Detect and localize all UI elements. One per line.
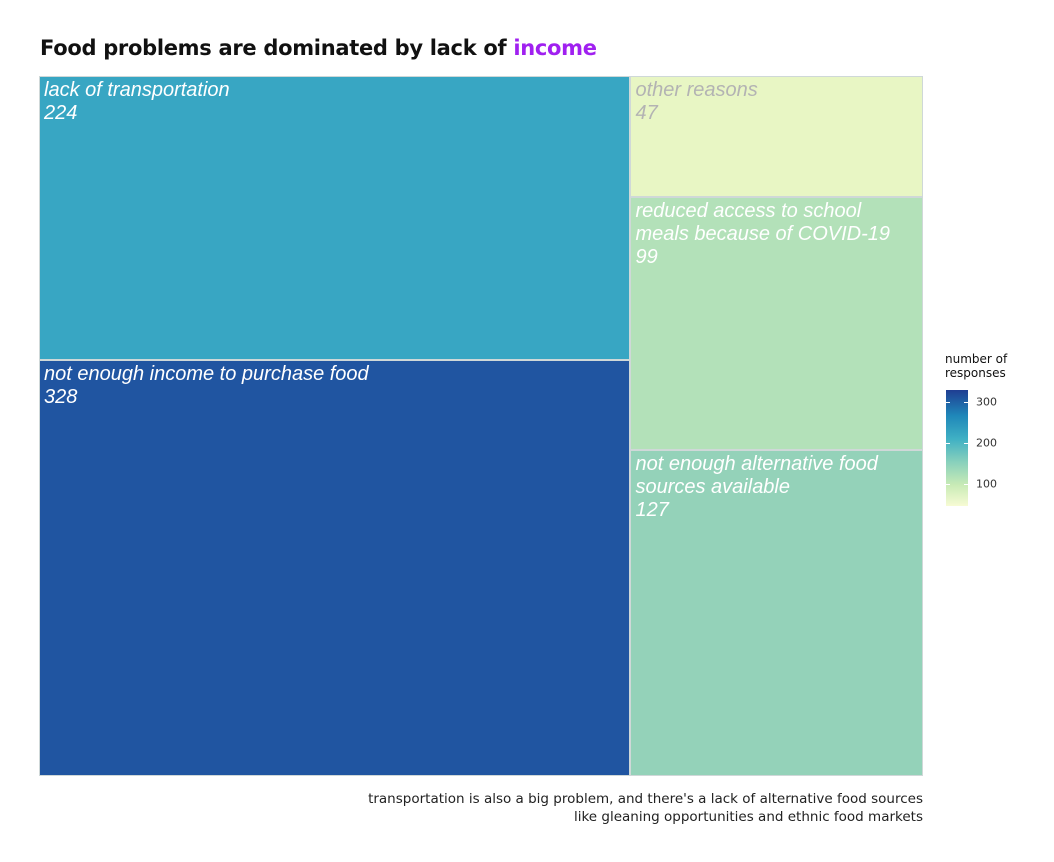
tile-category-label: not enough income to purchase food [44, 363, 369, 386]
tile-value-label: 328 [44, 386, 78, 409]
legend-tick-label: 300 [976, 395, 997, 409]
legend-title: number of responses [945, 352, 1008, 380]
caption-line-2: like gleaning opportunities and ethnic f… [573, 809, 923, 825]
tile-category-label: reduced access to school meals because o… [635, 199, 891, 245]
treemap-tile: lack of transportation 224 [39, 76, 631, 361]
chart-caption: transportation is also a big problem, an… [368, 790, 923, 826]
tile-value-label: 99 [635, 245, 658, 268]
treemap-tile: not enough alternative food sources avai… [630, 450, 923, 776]
treemap-plot: lack of transportation 224 not enough inco… [39, 76, 923, 776]
caption-line-1: transportation is also a big problem, an… [368, 791, 923, 807]
tile-label: other reasons 47 [635, 79, 918, 125]
treemap-tile: other reasons 47 [630, 76, 923, 197]
tile-label: lack of transportation 224 [44, 79, 625, 125]
tile-category-label: not enough alternative food sources avai… [635, 453, 878, 499]
color-legend: number of responses 100 200 300 [945, 352, 1015, 506]
title-highlight: income [513, 36, 597, 60]
tile-label: reduced access to school meals because o… [635, 200, 918, 269]
tile-category-label: other reasons [635, 79, 758, 101]
legend-tick-label: 200 [976, 436, 997, 450]
tile-label: not enough alternative food sources avai… [635, 453, 918, 522]
treemap-tile: not enough income to purchase food 328 [39, 360, 631, 776]
chart-title: Food problems are dominated by lack of i… [40, 36, 597, 60]
legend-tick-label: 100 [976, 477, 997, 491]
tile-value-label: 127 [635, 499, 669, 522]
title-prefix: Food problems are dominated by lack of [40, 36, 514, 60]
legend-colorbar [946, 390, 968, 506]
tile-category-label: lack of transportation [44, 79, 230, 101]
tile-label: not enough income to purchase food 328 [44, 363, 625, 409]
treemap-tile: reduced access to school meals because o… [630, 196, 923, 451]
tile-value-label: 47 [635, 102, 658, 124]
tile-value-label: 224 [44, 102, 78, 124]
